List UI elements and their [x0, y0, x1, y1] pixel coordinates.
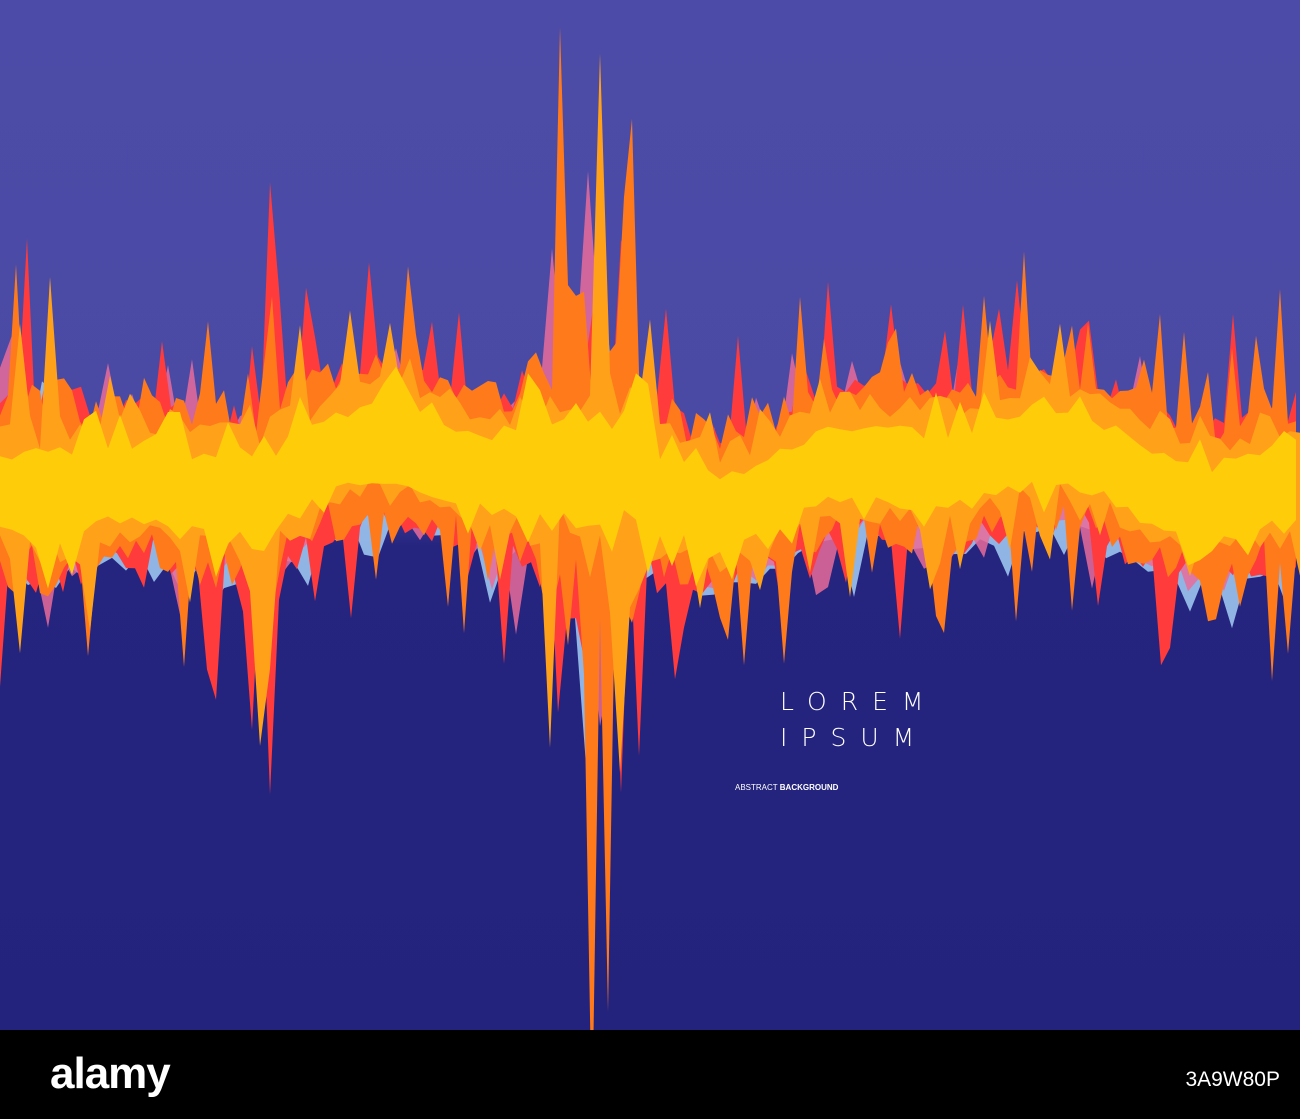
sound-wave — [0, 27, 1300, 1119]
image-id: 3A9W80P — [1185, 1068, 1280, 1091]
headline: LOREM — [780, 687, 937, 716]
headline: IPSUM — [780, 723, 928, 752]
tag-light: ABSTRACT — [735, 783, 778, 792]
footer-bar — [0, 1030, 1300, 1119]
tagline: ABSTRACT BACKGROUND — [735, 783, 839, 792]
brand-logo: alamy — [50, 1049, 171, 1098]
tag-bold: BACKGROUND — [780, 783, 839, 792]
wave-layer — [0, 366, 1296, 589]
